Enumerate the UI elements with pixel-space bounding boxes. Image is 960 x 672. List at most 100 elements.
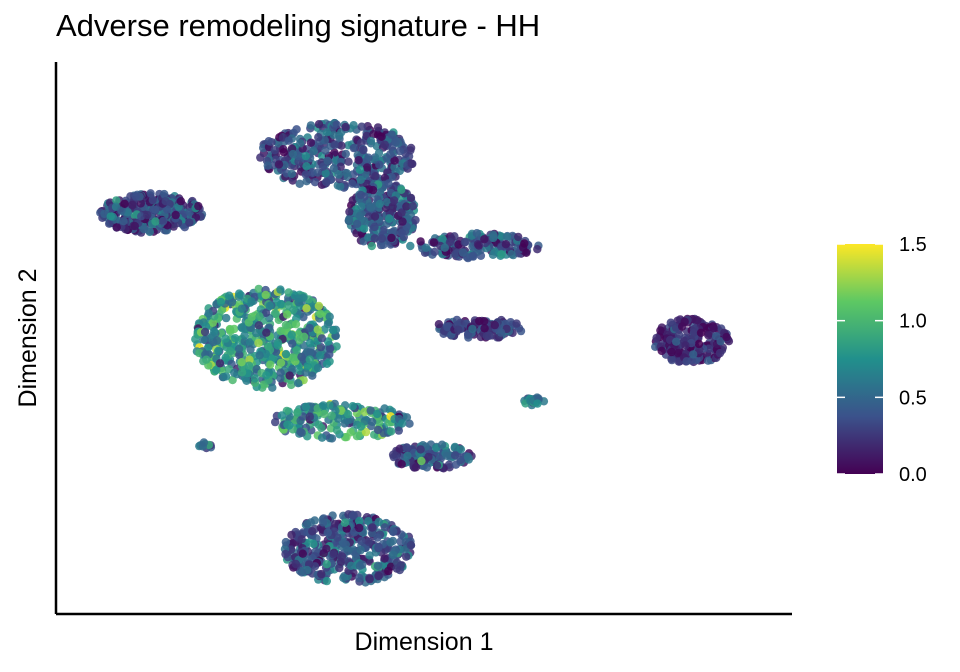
scatter-point	[392, 564, 401, 573]
scatter-point	[501, 240, 511, 249]
scatter-point	[139, 224, 149, 234]
scatter-point	[276, 374, 285, 383]
scatter-point	[361, 427, 371, 437]
scatter-point	[406, 541, 416, 550]
scatter-point	[374, 517, 383, 527]
scatter-point	[215, 359, 225, 368]
scatter-point	[105, 219, 114, 228]
scatter-point	[377, 234, 387, 243]
scatter-point	[377, 132, 386, 141]
scatter-point	[199, 335, 208, 344]
scatter-point	[321, 169, 330, 178]
scatter-point	[373, 425, 383, 435]
scatter-point	[680, 317, 689, 326]
scatter-point	[695, 345, 704, 355]
scatter-point	[533, 245, 542, 254]
scatter-point	[359, 145, 368, 155]
scatter-point	[262, 371, 271, 380]
scatter-point	[357, 122, 366, 131]
scatter-point	[199, 438, 209, 447]
scatter-point	[214, 346, 223, 356]
scatter-point	[348, 179, 357, 188]
scatter-point	[365, 551, 374, 560]
scatter-point	[281, 537, 291, 547]
scatter-point	[667, 347, 676, 357]
colorbar-ticks: 0.0 0.5 1.0 1.5	[837, 234, 927, 486]
scatter-point	[234, 344, 244, 354]
scatter-point	[406, 241, 415, 251]
scatter-point	[367, 241, 376, 251]
scatter-point	[321, 146, 330, 155]
scatter-point	[227, 297, 237, 307]
scatter-point	[411, 463, 421, 472]
scatter-point	[318, 518, 328, 527]
scatter-point	[406, 193, 416, 203]
scatter-point	[357, 536, 366, 546]
scatter-point	[386, 427, 396, 436]
scatter-point	[317, 334, 327, 343]
scatter-point	[308, 527, 317, 536]
scatter-point	[703, 356, 713, 365]
scatter-point	[352, 219, 362, 228]
scatter-point	[366, 203, 376, 212]
scatter-point	[429, 238, 439, 247]
scatter-point	[314, 133, 323, 142]
scatter-point	[313, 363, 323, 373]
scatter-point	[161, 197, 170, 206]
colorbar-tick-label: 1.0	[899, 311, 927, 333]
scatter-point	[514, 232, 523, 242]
scatter-point	[392, 558, 402, 567]
scatter-point	[689, 350, 698, 359]
scatter-point	[119, 217, 128, 226]
scatter-point	[222, 313, 231, 323]
scatter-point	[302, 162, 311, 171]
scatter-point	[387, 172, 396, 182]
scatter-point	[322, 359, 332, 368]
scatter-point	[507, 250, 516, 259]
scatter-point	[366, 406, 375, 415]
scatter-point	[355, 516, 364, 526]
scatter-point	[332, 426, 342, 435]
scatter-point	[681, 341, 690, 350]
scatter-point	[422, 463, 432, 472]
scatter-point	[128, 200, 137, 210]
scatter-point	[106, 212, 116, 221]
scatter-point	[288, 149, 298, 159]
scatter-point	[334, 170, 343, 179]
scatter-point	[480, 324, 489, 333]
scatter-point	[255, 312, 264, 321]
scatter-point	[212, 365, 221, 375]
scatter-point	[231, 334, 240, 343]
scatter-point	[252, 328, 261, 338]
scatter-point	[296, 139, 305, 148]
scatter-point	[159, 216, 168, 226]
scatter-point	[242, 376, 251, 385]
scatter-point	[277, 411, 286, 420]
scatter-point	[398, 419, 407, 428]
scatter-point	[284, 136, 293, 145]
scatter-point	[364, 153, 373, 162]
scatter-point	[397, 460, 406, 469]
scatter-point	[281, 320, 291, 330]
scatter-point	[387, 130, 396, 139]
scatter-point	[270, 146, 279, 155]
scatter-point	[407, 159, 416, 168]
scatter-point	[694, 339, 704, 349]
scatter-point	[219, 372, 228, 382]
scatter-point	[305, 323, 314, 333]
scatter-point	[398, 217, 407, 226]
scatter-point	[281, 549, 290, 559]
scatter-point	[336, 162, 345, 171]
scatter-point	[305, 338, 315, 348]
scatter-point	[451, 460, 461, 469]
scatter-point	[240, 331, 249, 340]
scatter-point	[294, 294, 303, 303]
scatter-point	[339, 538, 348, 548]
colorbar-tick-label: 0.5	[899, 387, 927, 409]
scatter-point	[319, 549, 328, 558]
scatter-point	[320, 136, 329, 145]
scatter-point	[226, 347, 235, 356]
scatter-point	[305, 412, 314, 421]
chart-title: Adverse remodeling signature - HH	[56, 8, 541, 43]
scatter-point	[497, 250, 506, 259]
